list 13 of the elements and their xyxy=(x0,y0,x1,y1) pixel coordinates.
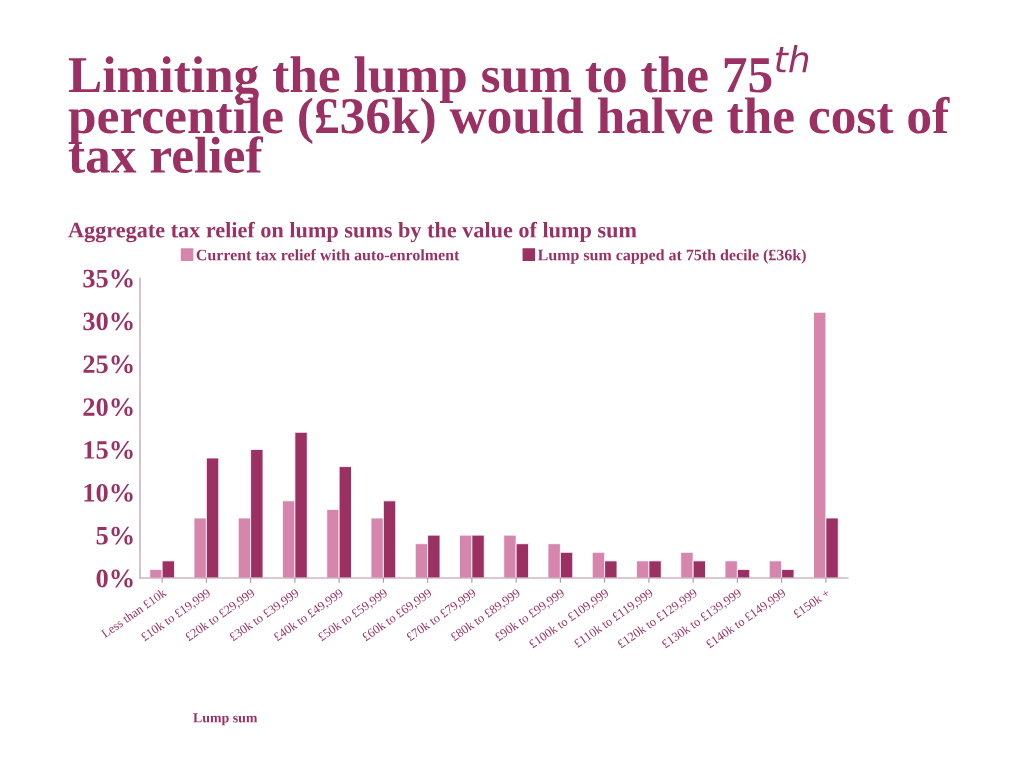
y-tick-label: 10% xyxy=(84,483,133,502)
y-tick-label: 15% xyxy=(84,441,133,459)
y-tick-label: 0% xyxy=(96,569,133,588)
chart-subtitle: Aggregate tax relief on lump sums by the value of lump sum xyxy=(68,221,637,243)
y-tick-label: 25% xyxy=(83,355,133,374)
y-tick-label: 20% xyxy=(83,398,133,417)
chart-title: Limiting the lump sum to the 75$^{th}$ percentile (£36k) would halve the cost of tax relief xyxy=(68,45,950,174)
legend-label: Lump sum capped at 75th decile (£36k) xyxy=(537,249,806,264)
y-tick-label: 30% xyxy=(83,312,133,331)
y-tick-label: 35% xyxy=(83,269,133,288)
y-tick-label: 5% xyxy=(96,526,133,545)
legend-label: Current tax relief with auto-enrolment xyxy=(196,248,460,261)
x-axis-title: Lump sum xyxy=(193,713,258,726)
